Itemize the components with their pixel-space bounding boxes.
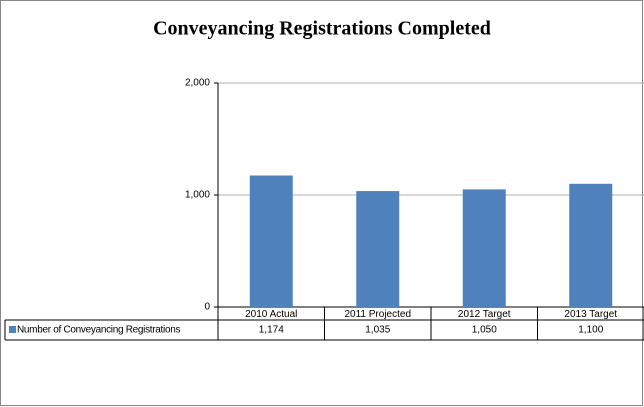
y-tick-label: 2,000 <box>185 78 210 89</box>
legend-swatch <box>9 326 16 333</box>
y-tick-label: 1,000 <box>185 190 210 201</box>
table-value: 1,174 <box>259 325 284 336</box>
bar <box>569 183 613 307</box>
chart-title: Conveyancing Registrations Completed <box>153 18 491 40</box>
bar <box>462 189 506 307</box>
x-tick-label: 2013 Target <box>564 309 617 320</box>
table-value: 1,050 <box>472 325 497 336</box>
x-tick-label: 2010 Actual <box>245 309 297 320</box>
table-value: 1,100 <box>578 325 603 336</box>
bar <box>356 191 400 307</box>
legend-label: Number of Conveyancing Registrations <box>17 325 180 336</box>
bar <box>249 175 293 307</box>
y-tick-label: 0 <box>204 302 210 313</box>
table-value: 1,035 <box>365 325 390 336</box>
x-tick-label: 2012 Target <box>458 309 511 320</box>
x-tick-label: 2011 Projected <box>344 309 411 320</box>
